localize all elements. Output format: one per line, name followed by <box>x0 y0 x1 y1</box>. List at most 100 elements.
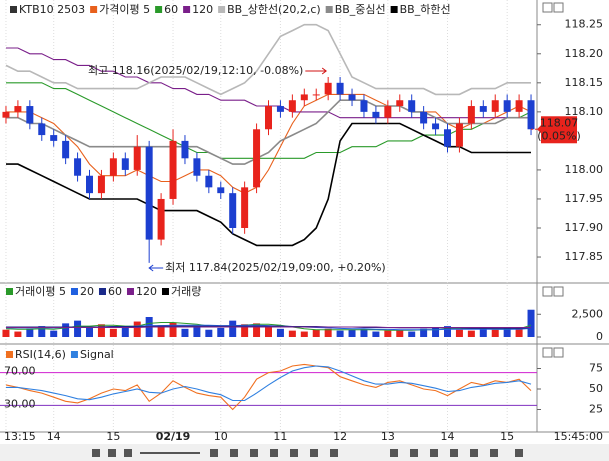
button[interactable] <box>542 347 553 358</box>
x-tick-label: 12 <box>333 430 347 443</box>
volume-bar <box>503 327 511 337</box>
legend-swatch <box>126 288 134 295</box>
candle-body <box>455 123 463 147</box>
candle-body <box>253 129 261 188</box>
volume-bar <box>133 321 141 337</box>
toolbar-icons[interactable] <box>92 449 523 457</box>
volume-bar <box>26 328 34 337</box>
volume-bar <box>372 331 380 337</box>
button[interactable] <box>542 2 553 13</box>
y-tick-label: 2,500 <box>572 307 604 320</box>
icon[interactable] <box>430 449 438 457</box>
candle-body <box>217 187 225 194</box>
candle-body <box>491 100 499 112</box>
volume-bar <box>109 328 117 337</box>
crosshair-time: 15:45:00 <box>554 430 603 443</box>
volume-bar <box>217 327 225 337</box>
candle-body <box>14 106 22 112</box>
volume-bar <box>181 328 189 337</box>
volume-bar <box>384 330 392 337</box>
icon[interactable] <box>230 449 238 457</box>
icon[interactable] <box>470 449 478 457</box>
y-tick-label: 0 <box>596 330 603 343</box>
icon[interactable] <box>390 449 398 457</box>
candle-body <box>229 193 237 228</box>
volume-bar <box>479 328 487 337</box>
icon[interactable] <box>124 449 132 457</box>
y-tick-label: 118.15 <box>565 76 604 89</box>
legend-swatch <box>70 288 78 295</box>
legend-swatch <box>90 6 98 13</box>
last-price-box <box>541 116 577 144</box>
icon[interactable] <box>92 449 100 457</box>
candle-body <box>2 111 10 118</box>
button[interactable] <box>542 286 553 297</box>
legend-label: 120 <box>136 285 157 298</box>
line-series <box>6 93 532 194</box>
volume-bar <box>121 327 129 337</box>
volume-bar <box>288 330 296 337</box>
icon[interactable] <box>310 449 318 457</box>
icon[interactable] <box>450 449 458 457</box>
legend-swatch <box>325 6 333 13</box>
scroll-track[interactable] <box>140 452 200 454</box>
x-tick-label: 13:15 <box>4 430 36 443</box>
volume-bar <box>420 328 428 337</box>
legend-label: 20 <box>80 285 94 298</box>
button[interactable] <box>553 347 564 358</box>
candle-body <box>145 146 153 240</box>
volume-bar <box>265 326 272 337</box>
button[interactable] <box>553 2 564 13</box>
y-tick-label: 117.95 <box>565 192 604 205</box>
volume-bar <box>62 323 70 337</box>
high-annotation: 최고 118.16(2025/02/19,12:10, -0.08%) <box>88 64 303 77</box>
level-label: 70.00 <box>4 365 36 378</box>
x-tick-label: 10 <box>214 430 228 443</box>
volume-bar <box>74 320 82 337</box>
candle-body <box>86 175 93 194</box>
candle-body <box>300 94 308 101</box>
legend-label: 거래량 <box>171 285 201 298</box>
candle-body <box>97 175 105 194</box>
legend-label: BB_하한선 <box>400 2 451 16</box>
icon[interactable] <box>270 449 278 457</box>
candle-body <box>121 158 129 170</box>
icon[interactable] <box>515 449 523 457</box>
candle-body <box>527 100 535 130</box>
candle-body <box>109 158 117 176</box>
candle-body <box>62 140 70 159</box>
volume-bar <box>253 323 261 337</box>
candle-body <box>408 100 416 112</box>
legend-swatch <box>6 288 13 295</box>
volume-bar <box>336 330 344 337</box>
line-series <box>6 82 532 159</box>
legend-swatch <box>218 6 226 13</box>
icon[interactable] <box>290 449 298 457</box>
legend-label: 60 <box>108 285 122 298</box>
legend-swatch <box>183 6 191 13</box>
y-tick-label: 118.25 <box>565 18 604 31</box>
volume-bar <box>455 329 463 337</box>
icon[interactable] <box>330 449 338 457</box>
candle-body <box>467 106 475 124</box>
legend-label: 거래이평 5 <box>15 285 66 298</box>
button[interactable] <box>553 286 564 297</box>
legend-swatch <box>6 351 13 358</box>
volume-bar <box>444 326 451 337</box>
candle-body <box>444 129 451 147</box>
volume-bar <box>324 328 332 337</box>
panel-buttons[interactable] <box>542 2 564 358</box>
volume-bar <box>515 328 523 337</box>
legend-label: KTB10 2503 <box>19 3 85 16</box>
icon[interactable] <box>108 449 116 457</box>
icon[interactable] <box>490 449 498 457</box>
icon[interactable] <box>210 449 218 457</box>
volume-bar <box>432 327 440 337</box>
icon[interactable] <box>410 449 418 457</box>
icon[interactable] <box>250 449 258 457</box>
volume-bar <box>276 328 284 337</box>
line-series <box>5 363 532 411</box>
candle-body <box>312 94 320 96</box>
volume-bar <box>408 331 416 337</box>
line-series <box>6 122 531 247</box>
